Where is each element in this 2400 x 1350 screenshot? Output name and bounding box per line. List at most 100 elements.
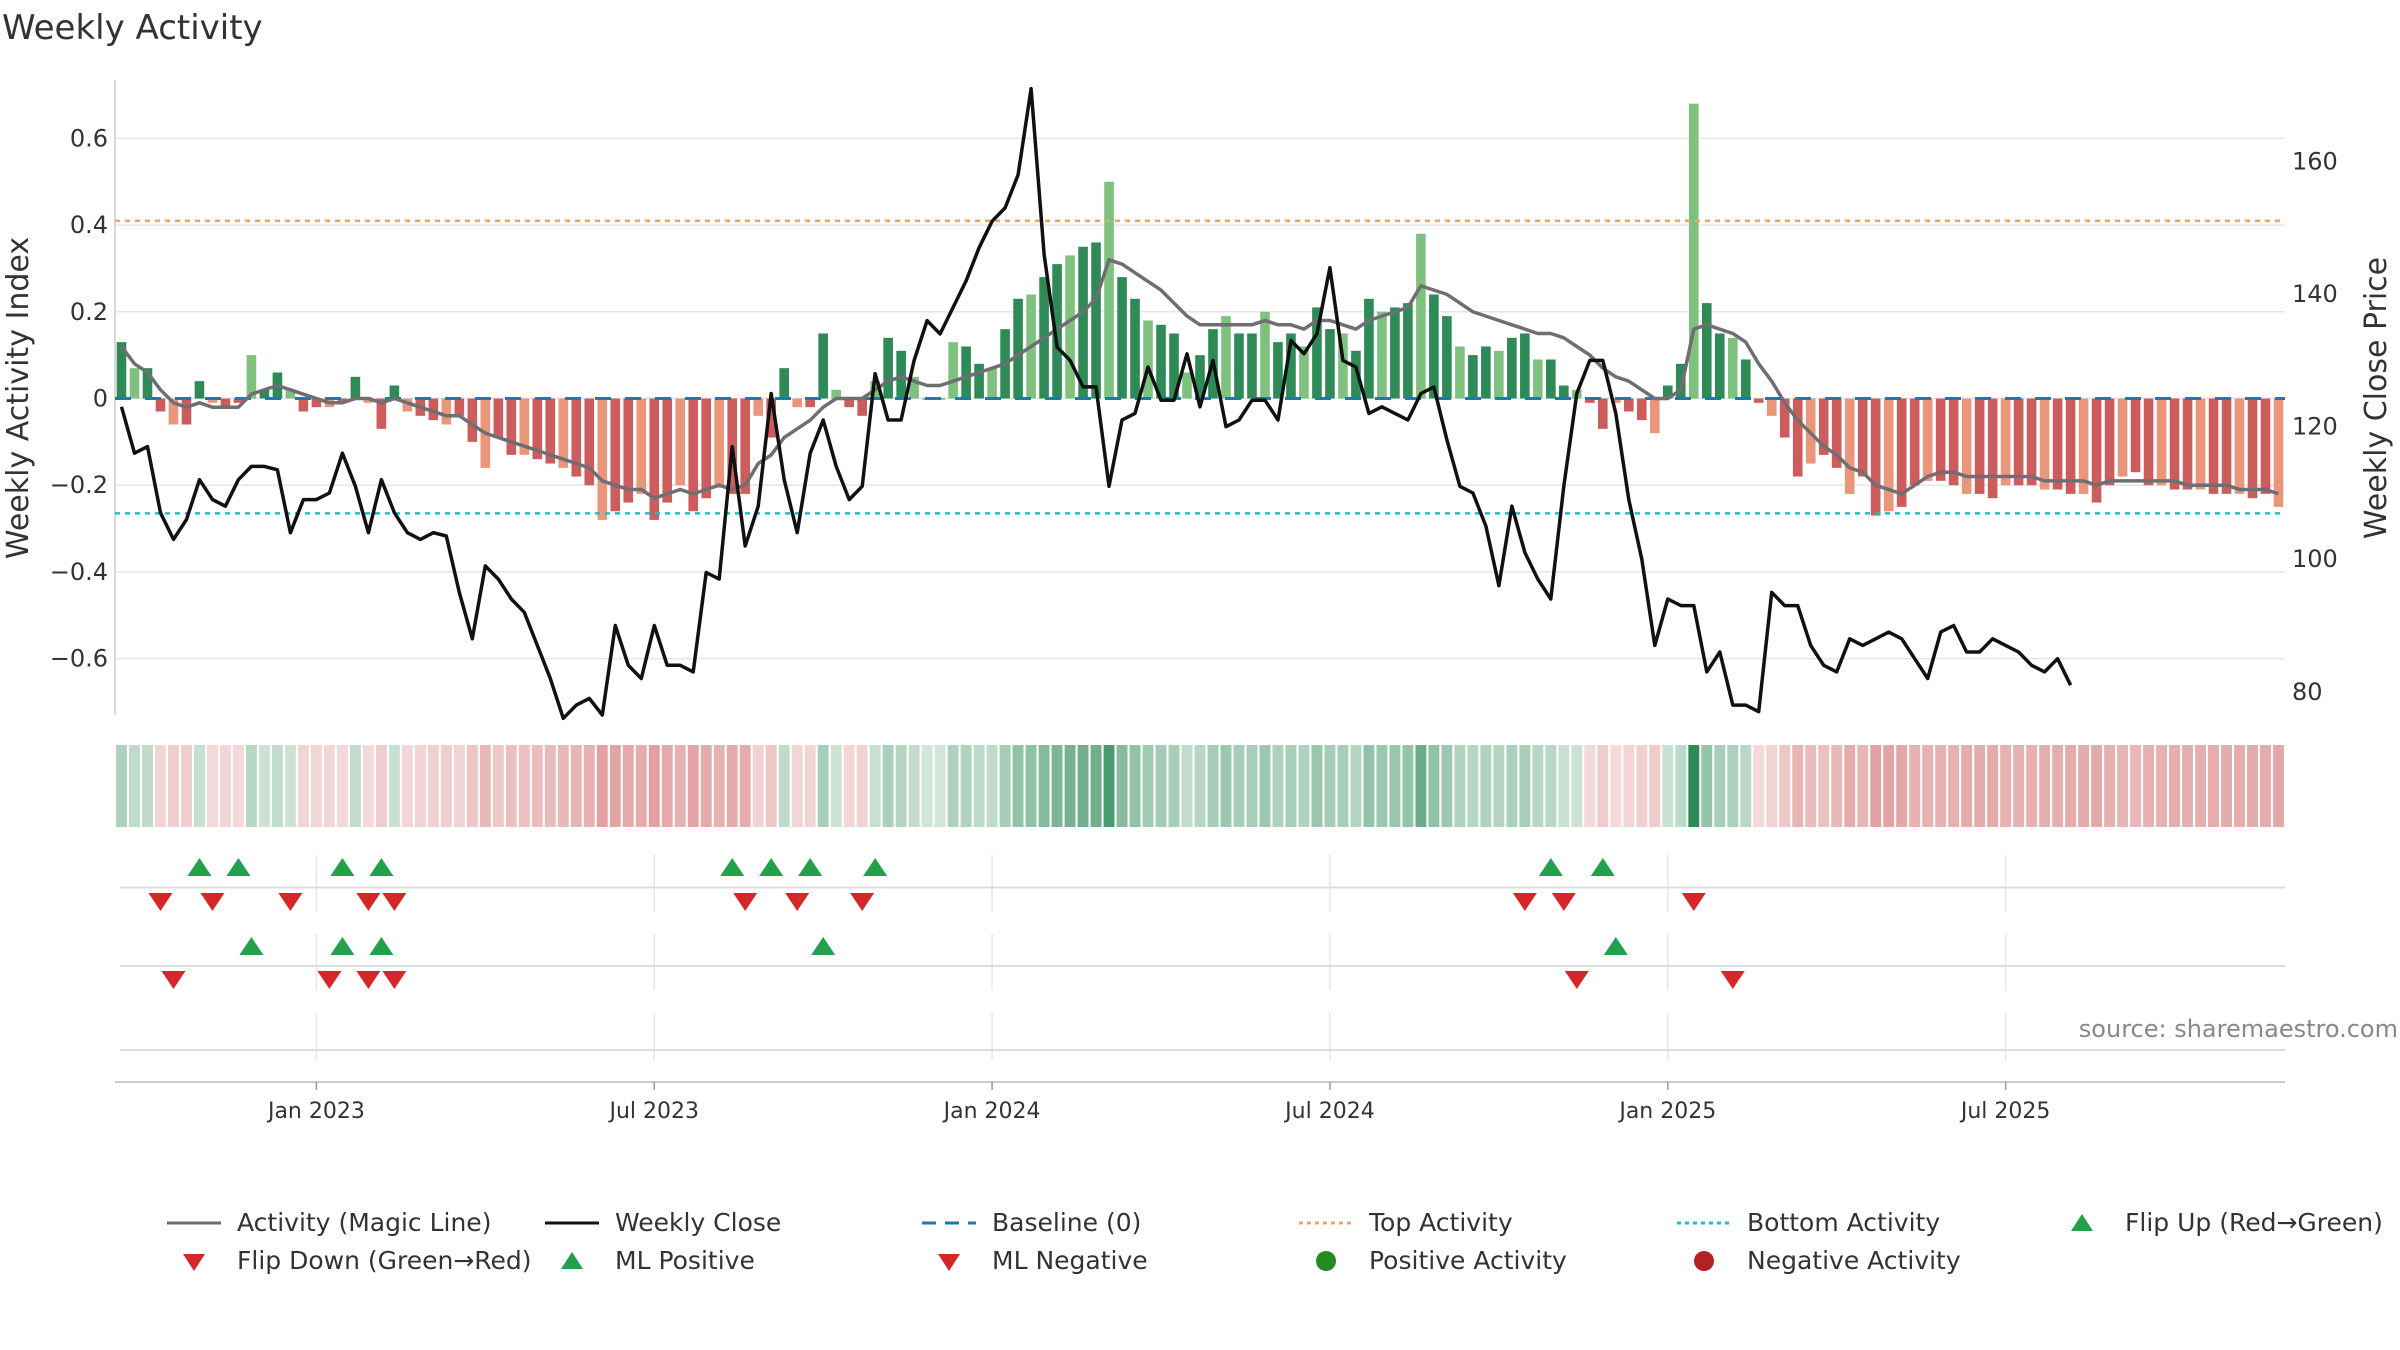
activity-bar	[285, 389, 296, 399]
flip-up-marker	[759, 858, 784, 876]
heat-cell	[687, 745, 699, 827]
heat-cell	[609, 745, 621, 827]
heat-cell	[1662, 745, 1674, 827]
activity-bar	[610, 398, 621, 512]
activity-bar	[116, 342, 127, 399]
activity-bar	[1909, 398, 1920, 486]
activity-bar	[181, 398, 192, 425]
activity-bar	[207, 398, 218, 403]
activity-bar	[1520, 333, 1530, 399]
y2-tick-label: 140	[2292, 280, 2338, 308]
heat-cell	[1805, 745, 1817, 827]
heat-cell	[1597, 745, 1609, 827]
heat-cell	[752, 745, 764, 827]
activity-bar	[532, 398, 543, 460]
heat-cell	[947, 745, 959, 827]
heat-cell	[219, 745, 231, 827]
activity-bar	[805, 398, 815, 408]
activity-bar	[1987, 398, 1998, 499]
heat-cell	[1740, 745, 1752, 827]
heat-cell	[1753, 745, 1765, 827]
heat-cell	[181, 745, 192, 827]
activity-bar	[2130, 398, 2141, 473]
heat-cell	[1519, 745, 1531, 827]
activity-bar	[1390, 307, 1400, 399]
activity-bar	[1961, 398, 1972, 494]
activity-bar	[844, 398, 854, 408]
activity-bar	[597, 398, 608, 520]
activity-bar	[2182, 398, 2193, 490]
activity-bar	[1753, 398, 1764, 403]
activity-bar	[311, 398, 322, 408]
heat-cell	[1571, 745, 1583, 827]
activity-bar	[2104, 398, 2115, 486]
heat-cell	[1233, 745, 1245, 827]
legend-label: Activity (Magic Line)	[237, 1208, 492, 1237]
activity-bar	[662, 398, 673, 503]
activity-bar	[2273, 398, 2284, 507]
source-note: source: sharemaestro.com	[2078, 1015, 2398, 1043]
heat-cell	[362, 745, 374, 827]
legend-item-magic-line: Activity (Magic Line)	[165, 1208, 491, 1237]
activity-bar	[2156, 398, 2167, 486]
heat-cell	[2208, 745, 2219, 827]
heat-cell	[999, 745, 1011, 827]
activity-bar	[1117, 277, 1127, 399]
heat-cell	[934, 745, 946, 827]
y2-tick-label: 160	[2292, 148, 2338, 176]
activity-bar	[2143, 398, 2154, 486]
y-tick-label: 0.6	[70, 124, 108, 152]
heat-cell	[1116, 745, 1128, 827]
heat-cell	[1389, 745, 1401, 827]
x-tick-label: Jul 2024	[1283, 1099, 1375, 1124]
activity-bar	[1442, 316, 1452, 399]
activity-bar	[1403, 303, 1413, 399]
heat-cell	[1714, 745, 1726, 827]
heat-cell	[284, 745, 296, 827]
activity-bar	[1286, 333, 1296, 399]
heat-cell	[1311, 745, 1323, 827]
heat-cell	[1415, 745, 1427, 827]
activity-bar	[545, 398, 556, 464]
heat-cell	[1246, 745, 1258, 827]
heat-cell	[1012, 745, 1024, 827]
activity-bar	[1623, 398, 1634, 412]
activity-bar	[1779, 398, 1790, 438]
activity-bar	[1948, 398, 1959, 486]
activity-bar	[1338, 333, 1348, 399]
heat-cell	[2078, 745, 2090, 827]
heat-cell	[1688, 745, 1700, 827]
activity-bar	[649, 398, 660, 520]
activity-bar	[389, 385, 400, 399]
legend-item-baseline: Baseline (0)	[920, 1208, 1141, 1237]
x-tick-label: Jan 2024	[942, 1099, 1041, 1124]
activity-bar	[2065, 398, 2076, 494]
heat-cell	[1454, 745, 1466, 827]
heat-cell	[245, 745, 257, 827]
heat-cell	[1779, 745, 1791, 827]
activity-bar	[1169, 333, 1179, 399]
heat-cell	[310, 745, 322, 827]
magic-line-series	[120, 258, 2280, 500]
activity-bar	[792, 398, 802, 408]
activity-bar	[675, 398, 686, 486]
heat-cell	[1818, 745, 1830, 827]
heat-cell	[1727, 745, 1739, 827]
heat-cell	[869, 745, 881, 827]
activity-bar	[168, 398, 179, 425]
heat-cell	[1402, 745, 1414, 827]
activity-bar	[363, 398, 374, 403]
activity-bar	[740, 398, 751, 494]
heat-cell	[1506, 745, 1518, 827]
heat-cell	[2117, 745, 2129, 827]
heat-cell	[570, 745, 582, 827]
heat-cell	[700, 745, 712, 827]
heat-cell	[856, 745, 868, 827]
flip-down-marker	[382, 971, 407, 989]
heat-cell	[1623, 745, 1635, 827]
heat-cell	[1155, 745, 1167, 827]
activity-bars	[116, 103, 2284, 520]
flip-up-marker	[226, 858, 251, 876]
heat-cell	[817, 745, 829, 827]
